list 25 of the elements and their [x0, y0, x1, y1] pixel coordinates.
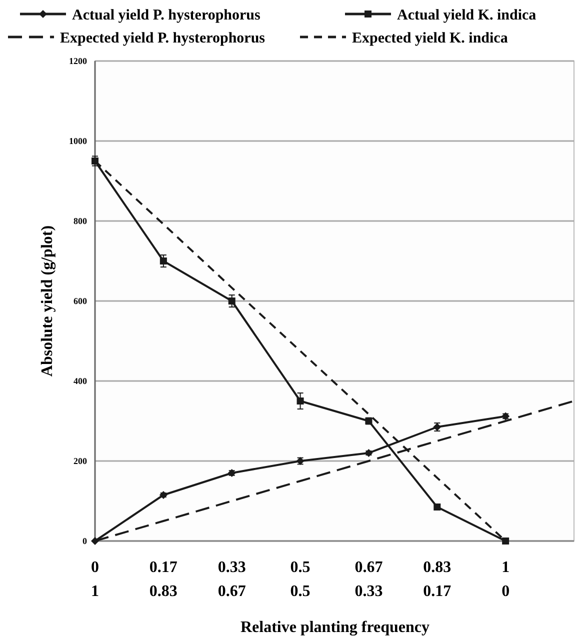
x-tick-label: 1 0: [502, 559, 510, 600]
legend-label: Actual yield P. hysterophorus: [72, 7, 261, 24]
y-tick-label: 1000: [69, 136, 88, 146]
y-tick-label: 200: [74, 456, 88, 466]
point: [228, 298, 236, 304]
x-tick-label: 0.33 0.67: [218, 559, 246, 600]
point: [502, 538, 510, 544]
point: [434, 504, 441, 510]
x-tick-label: 0.17 0.83: [149, 559, 178, 600]
x-tick-label: 0 1: [91, 559, 99, 600]
y-tick-label: 1200: [69, 56, 88, 66]
y-tick-label: 0: [82, 536, 88, 546]
point: [160, 258, 167, 264]
x-tick-label: 0.5 0.5: [290, 559, 310, 600]
legend-label: Expected yield K. indica: [352, 30, 508, 46]
x-tick-label: 0.83 0.17: [423, 559, 452, 600]
y-tick-label: 400: [74, 376, 88, 386]
legend-label: Expected yield P. hysterophorus: [60, 30, 266, 46]
point: [296, 398, 304, 404]
legend-label: Actual yield K. indica: [397, 7, 537, 24]
y-tick-label: 800: [74, 216, 88, 226]
y-axis-title: Absolute yield (g/plot): [39, 225, 56, 377]
y-tick-label: 600: [74, 296, 88, 306]
x-tick-label: 0.67 0.33: [354, 559, 383, 600]
x-axis-title: Relative planting frequency: [240, 619, 430, 636]
